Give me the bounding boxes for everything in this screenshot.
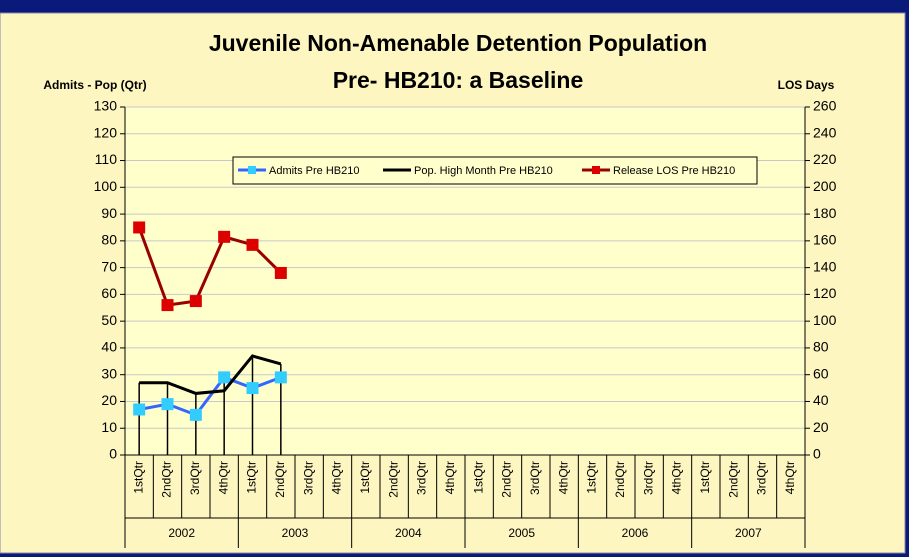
x-group-label: 2003 [282, 526, 309, 540]
y-tick-label: 50 [101, 312, 117, 328]
y2-tick-label: 40 [813, 392, 829, 408]
y-tick-label: 30 [101, 365, 117, 381]
marker [274, 371, 287, 384]
marker [133, 403, 146, 416]
x-tick-label: 1stQtr [471, 461, 485, 494]
y2-tick-label: 140 [813, 258, 837, 274]
x-tick-label: 4thQtr [556, 461, 570, 494]
y2-tick-label: 120 [813, 285, 837, 301]
x-tick-label: 4thQtr [670, 461, 684, 494]
y-tick-label: 10 [101, 419, 117, 435]
y-tick-label: 130 [94, 98, 118, 114]
y-axis-label: Admits - Pop (Qtr) [43, 78, 146, 92]
x-tick-label: 3rdQtr [755, 461, 769, 495]
y-tick-label: 80 [101, 232, 117, 248]
y2-tick-label: 20 [813, 419, 829, 435]
marker [189, 295, 202, 308]
x-tick-label: 1stQtr [698, 461, 712, 494]
y-tick-label: 20 [101, 392, 117, 408]
y-tick-label: 60 [101, 285, 117, 301]
x-tick-label: 2ndQtr [273, 461, 287, 498]
x-tick-label: 2ndQtr [613, 461, 627, 498]
x-tick-label: 4thQtr [443, 461, 457, 494]
x-tick-label: 4thQtr [783, 461, 797, 494]
x-tick-label: 1stQtr [358, 461, 372, 494]
y-tick-label: 100 [94, 178, 118, 194]
y2-tick-label: 0 [813, 446, 821, 462]
y2-tick-label: 180 [813, 205, 837, 221]
legend-marker [592, 166, 600, 174]
x-tick-label: 1stQtr [131, 461, 145, 494]
x-tick-label: 3rdQtr [188, 461, 202, 495]
x-tick-label: 4thQtr [216, 461, 230, 494]
x-tick-label: 3rdQtr [528, 461, 542, 495]
y2-tick-label: 160 [813, 232, 837, 248]
x-tick-label: 2ndQtr [500, 461, 514, 498]
legend-label: Release LOS Pre HB210 [613, 165, 735, 177]
marker [161, 398, 174, 411]
y2-tick-label: 220 [813, 151, 837, 167]
x-tick-label: 3rdQtr [641, 461, 655, 495]
x-group-label: 2002 [168, 526, 195, 540]
series-line [139, 354, 282, 395]
marker [133, 221, 146, 234]
y-tick-label: 0 [109, 446, 117, 462]
legend [232, 156, 758, 185]
marker [161, 299, 174, 312]
y-tick-label: 40 [101, 339, 117, 355]
chart-title: Pre- HB210: a Baseline [333, 67, 584, 93]
x-tick-label: 2ndQtr [386, 461, 400, 498]
y2-axis-label: LOS Days [778, 78, 835, 92]
y-tick-label: 110 [95, 151, 118, 167]
y2-tick-label: 200 [813, 178, 837, 194]
y-tick-label: 90 [101, 205, 117, 221]
x-tick-label: 4thQtr [330, 461, 344, 494]
y2-tick-label: 240 [813, 124, 837, 140]
x-group-label: 2006 [622, 526, 649, 540]
x-group-label: 2005 [508, 526, 535, 540]
x-tick-label: 3rdQtr [415, 461, 429, 495]
legend-marker [248, 166, 256, 174]
x-group-label: 2004 [395, 526, 422, 540]
chart-title: Juvenile Non-Amenable Detention Populati… [209, 30, 707, 56]
x-tick-label: 3rdQtr [301, 461, 315, 495]
marker [246, 238, 259, 251]
y-tick-label: 120 [94, 124, 118, 140]
legend-label: Admits Pre HB210 [269, 165, 359, 177]
x-tick-label: 2ndQtr [726, 461, 740, 498]
x-tick-label: 2ndQtr [160, 461, 174, 498]
y-tick-label: 70 [101, 258, 117, 274]
x-tick-label: 1stQtr [245, 461, 259, 494]
marker [246, 382, 259, 395]
marker [218, 230, 231, 243]
y2-tick-label: 260 [813, 98, 837, 114]
x-tick-label: 1stQtr [585, 461, 599, 494]
marker [189, 408, 202, 421]
y2-tick-label: 60 [813, 365, 829, 381]
x-group-label: 2007 [735, 526, 762, 540]
y2-tick-label: 80 [813, 339, 829, 355]
legend-label: Pop. High Month Pre HB210 [414, 165, 553, 177]
y2-tick-label: 100 [813, 312, 837, 328]
marker [274, 266, 287, 279]
marker [218, 371, 231, 384]
